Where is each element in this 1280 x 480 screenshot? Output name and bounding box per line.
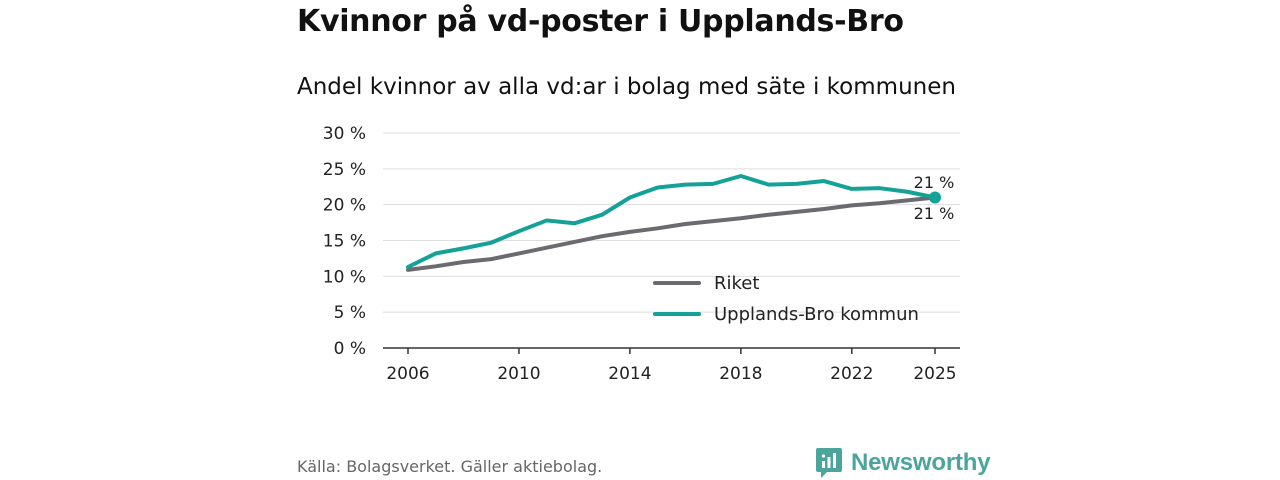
y-tick-label: 10 % [323,267,366,287]
y-tick-label: 0 % [334,339,366,359]
y-tick-label: 5 % [334,303,366,323]
legend-label-riket: Riket [714,273,759,294]
chart-subtitle: Andel kvinnor av alla vd:ar i bolag med … [297,74,956,100]
source-note: Källa: Bolagsverket. Gäller aktiebolag. [297,457,603,476]
line-chart: 0 % 5 % 10 % 15 % 20 % 25 % 30 % 2006 2010 2014 20… [323,124,960,384]
x-tick-label: 2006 [386,364,429,384]
newsworthy-logo[interactable]: Newsworthy [815,447,991,479]
x-tick-label: 2018 [719,364,762,384]
newsworthy-logo-icon [816,448,842,478]
y-tick-label: 15 % [323,232,366,252]
y-tick-label: 20 % [323,196,366,216]
x-tick-label: 2010 [497,364,540,384]
y-tick-label: 25 % [323,160,366,180]
newsworthy-logo-text: Newsworthy [851,449,991,476]
end-label-kommun: 21 % [914,173,955,192]
y-tick-label: 30 % [323,124,366,144]
legend-label-kommun: Upplands-Bro kommun [714,304,919,325]
x-tick-label: 2022 [830,364,873,384]
endpoint-dot-kommun [929,191,941,204]
end-label-riket: 21 % [914,204,955,223]
series-line-kommun [406,174,937,270]
x-tick-label: 2014 [608,364,651,384]
chart-title: Kvinnor på vd-poster i Upplands-Bro [297,4,904,39]
series-line-riket [406,195,937,272]
x-tick-label: 2025 [913,364,956,384]
